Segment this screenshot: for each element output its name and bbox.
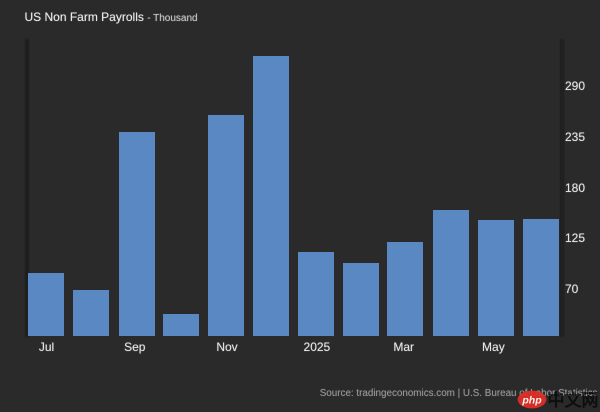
svg-text:php: php <box>521 394 542 406</box>
svg-text:中文网: 中文网 <box>548 390 599 410</box>
